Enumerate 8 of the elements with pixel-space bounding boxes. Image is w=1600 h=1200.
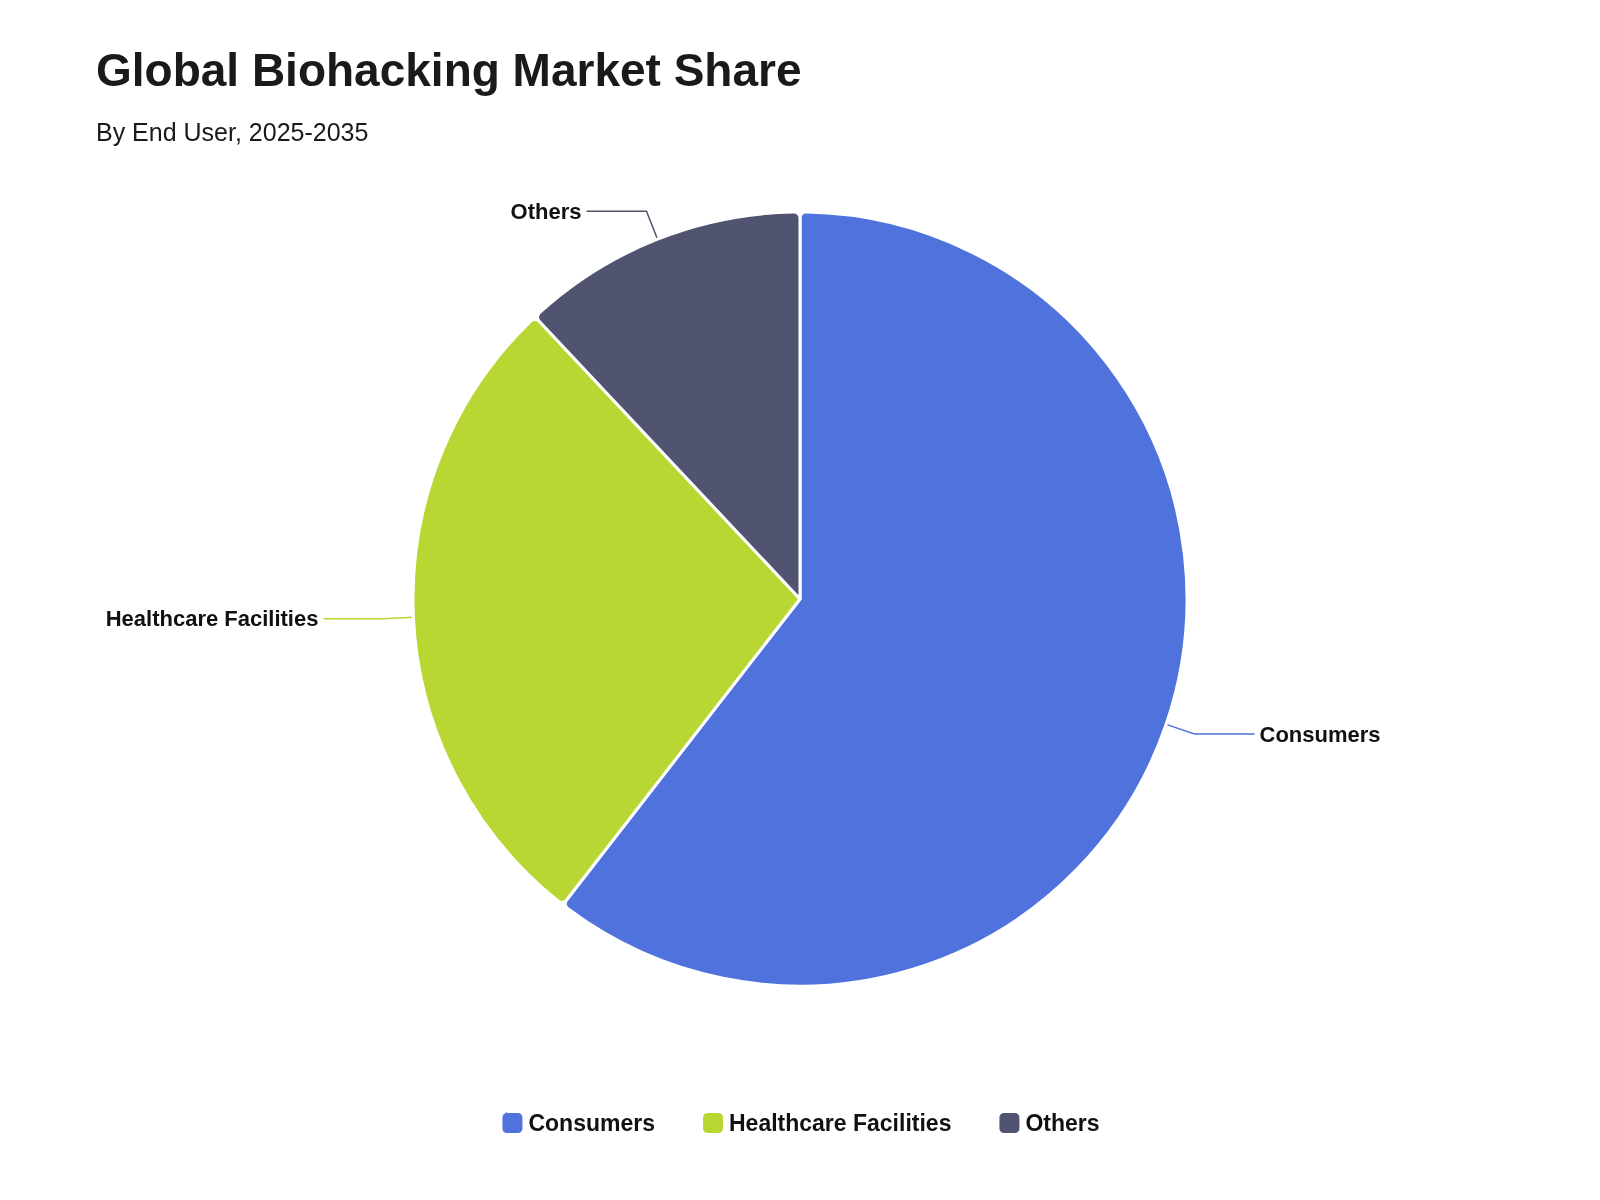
legend-label: Healthcare Facilities bbox=[728, 1110, 952, 1136]
chart-title: Global Biohacking Market Share bbox=[96, 44, 802, 96]
chart-subtitle: By End User, 2025-2035 bbox=[96, 117, 369, 146]
legend-label: Consumers bbox=[528, 1110, 655, 1136]
slice-label: Consumers bbox=[1259, 721, 1381, 747]
slice-label: Others bbox=[510, 198, 582, 224]
slice-label: Healthcare Facilities bbox=[105, 606, 319, 632]
legend-label: Others bbox=[1025, 1110, 1100, 1136]
